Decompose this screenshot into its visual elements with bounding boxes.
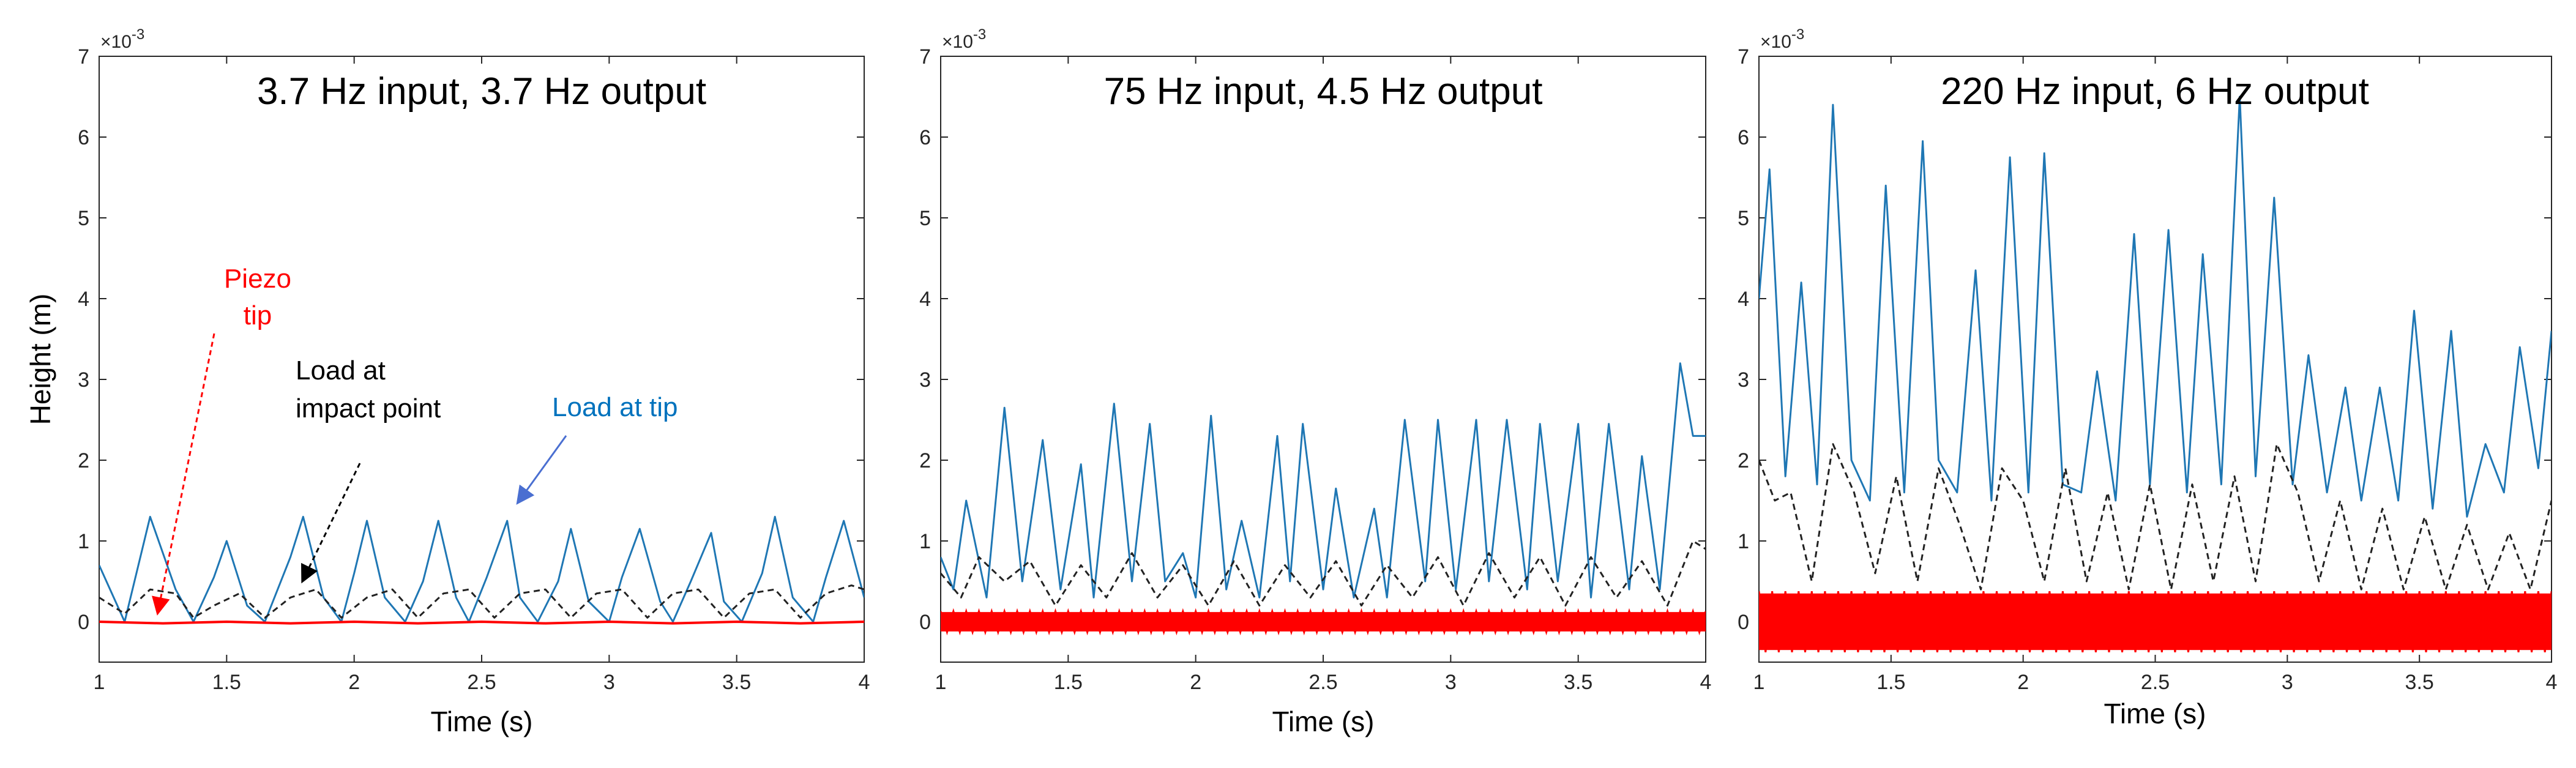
x-tick-label: 2 — [2017, 671, 2029, 694]
chart-panel-2: 1 1.5 2 2.5 3 3.5 4 0 1 2 3 4 5 6 7 75 Hz input, 4.5 H… — [919, 26, 1711, 737]
y-tick-label: 0 — [1738, 611, 1749, 634]
load-at-tip-series — [99, 515, 864, 623]
y-tick-label: 7 — [1738, 45, 1749, 69]
x-tick-label: 4 — [1700, 671, 1712, 694]
annotation-load-tip-arrow — [516, 435, 567, 505]
x-tick-label: 2.5 — [2141, 671, 2170, 694]
y-tick-label: 3 — [78, 368, 89, 392]
chart-panel-1: 1 1.5 2 2.5 3 3.5 4 0 1 2 3 4 5 6 7 3.7 Hz input, 3.7 … — [24, 26, 870, 737]
piezo-series — [1759, 591, 2552, 653]
load-at-impact-series — [941, 540, 1706, 607]
x-tick-label: 3.5 — [2405, 671, 2434, 694]
y-exponent-power-2: -3 — [973, 26, 986, 43]
annotation-load-tip-label: Load at tip — [552, 392, 678, 422]
y-tick-label: 5 — [919, 207, 931, 230]
x-tick-label: 2 — [348, 671, 360, 694]
series-group-1 — [99, 515, 864, 625]
y-exponent-power-3: -3 — [1791, 26, 1804, 43]
y-tick-label: 5 — [78, 207, 89, 230]
y-exponent-base-3: ×10 — [1760, 32, 1791, 52]
y-tick-label: 6 — [919, 126, 931, 149]
piezo-band — [1759, 593, 2552, 651]
chart-title-1: 3.7 Hz input, 3.7 Hz output — [257, 70, 706, 113]
annotation-impact-line2: impact point — [296, 393, 441, 423]
y-exponent-base-2: ×10 — [942, 32, 973, 52]
x-axis-label-3: Time (s) — [2104, 698, 2206, 729]
y-tick-label: 0 — [919, 611, 931, 634]
plot-area-2 — [940, 56, 1706, 663]
x-tick-label: 2 — [1190, 671, 1201, 694]
y-tick-label: 0 — [78, 611, 89, 634]
x-tick-label: 4 — [2546, 671, 2558, 694]
x-axis-label-1: Time (s) — [431, 706, 533, 737]
x-tick-label: 3 — [1445, 671, 1457, 694]
y-exponent-base-1: ×10 — [100, 32, 132, 52]
x-tick-label: 3.5 — [1564, 671, 1592, 694]
annotation-load-at-tip: Load at tip — [516, 392, 678, 505]
piezo-band — [941, 612, 1706, 632]
y-tick-label: 3 — [919, 368, 931, 392]
x-tick-label: 1 — [1753, 671, 1765, 694]
y-exponent-2: ×10-3 — [942, 26, 986, 52]
load-at-tip-series — [941, 362, 1706, 598]
load-at-tip-series — [1759, 95, 2552, 518]
series-group-2 — [941, 362, 1706, 636]
ticks-2: 1 1.5 2 2.5 3 3.5 4 0 1 2 3 4 5 6 7 — [919, 45, 1711, 694]
y-tick-label: 2 — [78, 449, 89, 472]
y-tick-label: 5 — [1738, 207, 1749, 230]
y-tick-label: 6 — [78, 126, 89, 149]
x-tick-label: 2.5 — [1309, 671, 1337, 694]
y-tick-label: 1 — [1738, 530, 1749, 553]
y-tick-label: 1 — [919, 530, 931, 553]
x-tick-label: 1 — [935, 671, 947, 694]
y-exponent-1: ×10-3 — [100, 26, 144, 52]
y-tick-label: 6 — [1738, 126, 1749, 149]
y-tick-label: 3 — [1738, 368, 1749, 392]
chart-panel-3: 1 1.5 2 2.5 3 3.5 4 0 1 2 3 4 5 6 7 220 Hz input, 6 Hz… — [1738, 26, 2557, 729]
y-tick-label: 7 — [919, 45, 931, 69]
x-tick-label: 1 — [94, 671, 105, 694]
ticks-1: 1 1.5 2 2.5 3 3.5 4 0 1 2 3 4 5 6 7 — [78, 45, 870, 694]
x-tick-label: 1.5 — [1876, 671, 1905, 694]
x-tick-label: 2.5 — [467, 671, 496, 694]
plot-area-1 — [99, 56, 865, 663]
y-exponent-3: ×10-3 — [1760, 26, 1804, 52]
y-tick-label: 2 — [919, 449, 931, 472]
series-group-3 — [1759, 95, 2552, 653]
y-tick-label: 7 — [78, 45, 89, 69]
x-tick-label: 1.5 — [212, 671, 241, 694]
annotation-impact-arrow — [301, 463, 361, 584]
annotation-piezo-line2: tip — [244, 300, 272, 330]
y-tick-label: 4 — [78, 288, 89, 311]
y-exponent-power-1: -3 — [132, 26, 144, 43]
x-tick-label: 4 — [859, 671, 870, 694]
annotation-piezo-arrow — [152, 333, 215, 616]
x-tick-label: 3 — [603, 671, 615, 694]
annotation-impact-point: Load at impact point — [296, 356, 441, 584]
piezo-series — [99, 621, 864, 625]
x-axis-label-2: Time (s) — [1272, 706, 1375, 737]
annotation-piezo-line1: Piezo — [224, 264, 291, 294]
y-axis-label: Height (m) — [24, 294, 56, 425]
chart-title-3: 220 Hz input, 6 Hz output — [1941, 70, 2369, 113]
annotation-impact-line1: Load at — [296, 356, 386, 386]
x-tick-label: 3 — [2282, 671, 2293, 694]
load-at-impact-series — [1759, 443, 2552, 591]
y-tick-label: 4 — [919, 288, 931, 311]
load-at-impact-series — [99, 584, 864, 619]
y-tick-label: 2 — [1738, 449, 1749, 472]
y-tick-label: 1 — [78, 530, 89, 553]
annotation-piezo-tip: Piezo tip — [152, 264, 291, 616]
chart-title-2: 75 Hz input, 4.5 Hz output — [1104, 70, 1543, 113]
piezo-series — [941, 608, 1706, 636]
x-tick-label: 3.5 — [722, 671, 751, 694]
x-tick-label: 1.5 — [1054, 671, 1083, 694]
y-tick-label: 4 — [1738, 288, 1749, 311]
